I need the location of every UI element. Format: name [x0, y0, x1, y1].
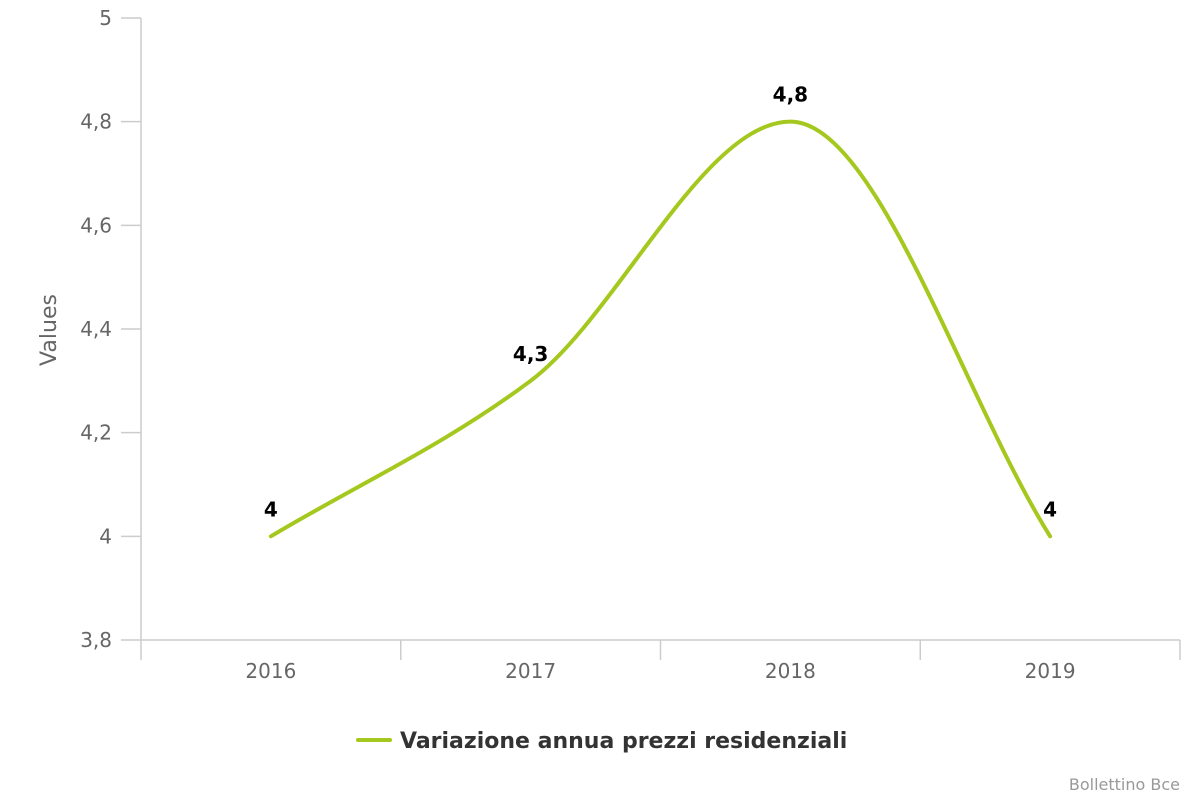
legend[interactable]: Variazione annua prezzi residenziali — [356, 729, 847, 754]
x-axis: 2016 2017 2018 2019 — [140, 639, 1181, 683]
y-tick-label: 4 — [99, 524, 112, 548]
x-tick-label: 2016 — [245, 659, 296, 683]
y-tick-label: 5 — [99, 6, 112, 30]
x-tick-label: 2019 — [1025, 659, 1076, 683]
data-point[interactable] — [265, 530, 277, 542]
data-label: 4 — [264, 497, 278, 521]
y-tick-label: 3,8 — [80, 628, 112, 652]
legend-label: Variazione annua prezzi residenziali — [400, 729, 847, 754]
data-point[interactable] — [525, 375, 537, 387]
y-tick-label: 4,6 — [80, 213, 112, 237]
data-label: 4,3 — [513, 342, 548, 366]
y-tick-label: 4,8 — [80, 110, 112, 134]
y-tick-label: 4,4 — [80, 317, 112, 341]
y-axis-title: Values — [37, 294, 62, 366]
data-label: 4 — [1043, 497, 1057, 521]
credits[interactable]: Bollettino Bce — [1069, 775, 1180, 794]
x-tick-label: 2017 — [505, 659, 556, 683]
series-line[interactable] — [268, 119, 1053, 539]
series-group: 4 4,3 4,8 4 — [264, 83, 1057, 542]
y-tick-label: 4,2 — [80, 421, 112, 445]
y-axis: 3,8 4 4,2 4,4 4,6 4,8 5 — [80, 6, 142, 652]
data-point[interactable] — [1044, 530, 1056, 542]
data-point[interactable] — [784, 116, 796, 128]
x-tick-label: 2018 — [765, 659, 816, 683]
data-label: 4,8 — [773, 83, 808, 107]
